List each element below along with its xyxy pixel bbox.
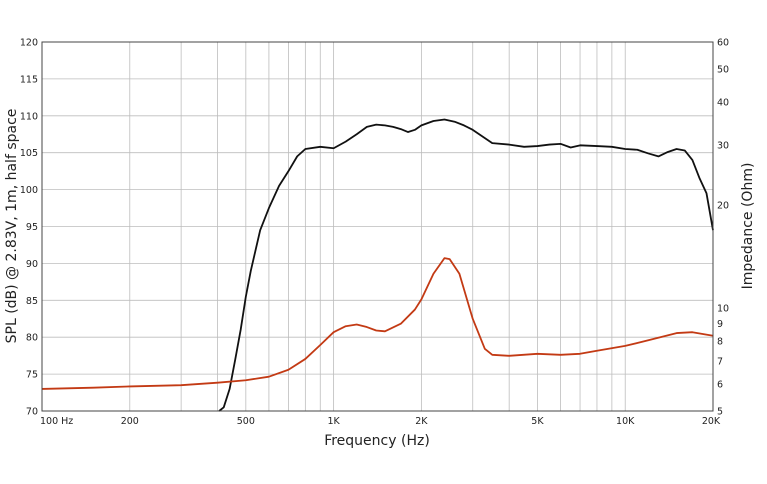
y-tick-label: 90 bbox=[26, 259, 38, 270]
y-right-tick-label: 9 bbox=[717, 319, 723, 330]
series-layer bbox=[41, 118, 714, 412]
y-right-tick-label: 10 bbox=[717, 304, 729, 315]
y-right-tick-label: 8 bbox=[717, 337, 723, 348]
y-tick-label: 105 bbox=[20, 148, 38, 159]
y-right-tick-label: 50 bbox=[717, 65, 729, 76]
x-tick-label: 500 bbox=[237, 416, 255, 427]
y-right-axis-title: Impedance (Ohm) bbox=[740, 163, 756, 290]
y-tick-label: 75 bbox=[26, 370, 38, 381]
y-tick-label: 85 bbox=[26, 296, 38, 307]
x-tick-label: 2K bbox=[415, 416, 428, 427]
y-right-tick-label: 60 bbox=[717, 38, 729, 49]
x-tick-label: 200 bbox=[121, 416, 139, 427]
impedance-curve bbox=[41, 257, 714, 390]
x-tick-label: 20K bbox=[702, 416, 721, 427]
x-tick-label: 1K bbox=[327, 416, 340, 427]
y-tick-label: 80 bbox=[26, 333, 38, 344]
y-right-tick-label: 6 bbox=[717, 379, 723, 390]
y-tick-label: 110 bbox=[20, 111, 38, 122]
y-right-tick-label: 20 bbox=[717, 201, 729, 212]
y-tick-label: 70 bbox=[26, 407, 38, 418]
x-tick-label: 100 Hz bbox=[40, 416, 73, 427]
y-right-tick-label: 7 bbox=[717, 357, 723, 368]
y-right-tick-label: 30 bbox=[717, 140, 729, 151]
y-right-tick-label: 40 bbox=[717, 98, 729, 109]
y-right-tick-label: 5 bbox=[717, 407, 723, 418]
y-right-tick-labels: 5 6 7 8 9 10 20 30 40 50 60 bbox=[717, 38, 729, 418]
x-tick-label: 5K bbox=[531, 416, 544, 427]
x-tick-label: 10K bbox=[616, 416, 635, 427]
plot-frame bbox=[41, 41, 714, 412]
y-tick-label: 95 bbox=[26, 222, 38, 233]
y-tick-labels: 70 75 80 85 90 95 100 105 110 115 120 bbox=[20, 38, 38, 418]
y-tick-label: 100 bbox=[20, 185, 38, 196]
y-tick-label: 120 bbox=[20, 38, 38, 49]
x-axis-title: Frequency (Hz) bbox=[324, 433, 430, 449]
y-axis-title: SPL (dB) @ 2.83V, 1m, half space bbox=[4, 109, 20, 344]
x-tick-labels: 100 Hz 200 500 1K 2K 5K 10K 20K bbox=[40, 416, 721, 427]
grid-lines bbox=[42, 42, 713, 411]
y-tick-label: 115 bbox=[20, 74, 38, 85]
spl-curve bbox=[218, 118, 714, 412]
